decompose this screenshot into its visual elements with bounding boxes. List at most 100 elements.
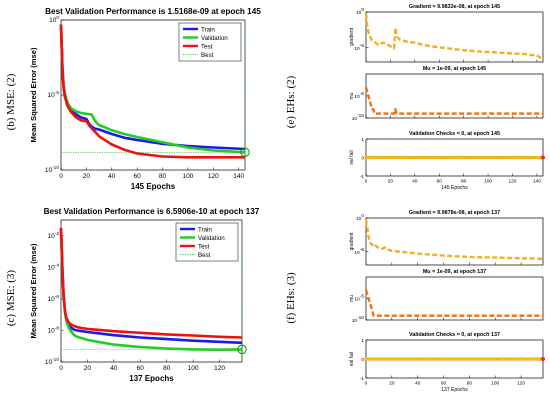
y-tick-label: 100 <box>49 15 59 24</box>
y-tick-label: 10-5 <box>354 247 364 256</box>
y-axis-label: val fail <box>349 150 355 164</box>
x-tick-label: 40 <box>108 173 116 180</box>
side-label-e: (e) EHs: (2) <box>285 75 297 128</box>
y-tick-label-exp: 0 <box>361 7 364 13</box>
y-tick-label: 10-4 <box>48 263 60 272</box>
x-tick-label: 0 <box>365 381 368 387</box>
legend-label-train: Train <box>198 226 212 233</box>
axes-box <box>365 73 544 119</box>
y-tick-label: -1 <box>360 376 365 382</box>
performance-chart-3: Best Validation Performance is 6.5906e-1… <box>29 207 260 383</box>
x-tick-label: 120 <box>208 173 219 180</box>
legend-label-train: Train <box>201 26 215 33</box>
x-tick-label: 40 <box>415 381 421 387</box>
y-axis-label: mu <box>349 295 355 302</box>
series-line <box>364 289 543 317</box>
y-tick-label: 0 <box>361 357 364 363</box>
y-tick-label: 10-5 <box>354 294 364 303</box>
x-tick-label: 140 <box>533 179 541 185</box>
y-tick-label-exp: -5 <box>55 90 60 96</box>
x-tick-label: 20 <box>388 179 394 185</box>
y-tick-label-base: 10 <box>356 216 362 222</box>
series-line <box>364 86 543 115</box>
chart-title: Gradient = 9.9833e-08, at epoch 145 <box>409 4 500 10</box>
x-tick-label: 120 <box>517 381 525 387</box>
y-tick-label: 10-5 <box>354 43 364 52</box>
y-tick-label-base: 10 <box>354 297 360 303</box>
y-tick-label-exp: -5 <box>360 294 365 300</box>
x-tick-label: 100 <box>484 179 492 185</box>
y-tick-label: 10-2 <box>48 231 60 240</box>
y-tick-label: 100 <box>356 213 364 222</box>
y-tick-label-exp: -2 <box>55 231 60 237</box>
y-tick-label-base: 10 <box>48 92 56 99</box>
y-tick-label: 10-10 <box>45 357 59 366</box>
legend-label-best: Best <box>201 52 214 59</box>
y-tick-label-base: 10 <box>48 265 56 272</box>
y-tick-label: 10-5 <box>354 91 364 100</box>
performance-chart-2: Best Validation Performance is 1.5168e-0… <box>29 7 261 191</box>
x-tick-label: 140 <box>233 173 244 180</box>
y-tick-label-exp: -10 <box>52 357 59 363</box>
validation-checks-chart-2: Validation Checks = 0, at epoch 145 0 20 40… <box>349 131 546 191</box>
y-axis-label: Mean Squared Error (mse) <box>29 243 38 338</box>
y-tick-label-exp: -5 <box>360 43 365 49</box>
x-tick-label: 80 <box>461 179 467 185</box>
x-tick-label: 60 <box>137 365 145 372</box>
best-point-marker <box>237 344 247 355</box>
x-tick-label: 0 <box>59 365 63 372</box>
side-label-c: (c) MSE: (3) <box>5 270 17 327</box>
y-tick-label: 1 <box>361 338 364 344</box>
y-tick-label-exp: -10 <box>357 315 364 321</box>
y-tick-label: 0 <box>361 155 364 161</box>
y-tick-label: 10-10 <box>352 315 365 324</box>
y-tick-label-exp: -4 <box>55 263 60 269</box>
legend-label-test: Test <box>198 243 210 250</box>
series-line-test <box>59 227 243 339</box>
y-axis-label: val fail <box>349 352 355 366</box>
y-tick-label: 10-6 <box>48 294 60 303</box>
y-tick-label: 10-8 <box>48 326 60 335</box>
x-tick-label: 0 <box>365 179 368 185</box>
y-tick-label-base: 10 <box>48 328 56 335</box>
chart-title: Best Validation Performance is 6.5906e-1… <box>44 207 260 216</box>
series-line <box>364 13 544 61</box>
y-tick-label-base: 10 <box>48 233 56 240</box>
y-tick-label-base: 10 <box>352 116 358 122</box>
y-tick-label-base: 10 <box>48 296 56 303</box>
data-point-last <box>541 155 546 160</box>
x-tick-label: 60 <box>134 173 142 180</box>
x-tick-label: 60 <box>441 381 447 387</box>
x-tick-label: 40 <box>412 179 418 185</box>
side-label-b: (b) MSE: (2) <box>5 73 17 130</box>
x-tick-label: 0 <box>59 173 63 180</box>
x-tick-label: 20 <box>84 365 92 372</box>
y-tick-label-base: 10 <box>354 94 360 100</box>
chart-title: Gradient = 9.9878e-08, at epoch 137 <box>409 210 500 216</box>
legend-label-best: Best <box>198 252 211 259</box>
chart-title: Validation Checks = 0, at epoch 145 <box>409 131 500 137</box>
series-line-test <box>59 24 245 159</box>
side-label-f: (f) EHs: (3) <box>285 272 297 324</box>
y-tick-label-base: 10 <box>354 46 360 52</box>
y-tick-label-exp: -10 <box>52 165 59 171</box>
chart-title: Mu = 1e-09, at epoch 145 <box>423 66 486 72</box>
x-tick-label: 120 <box>214 365 225 372</box>
x-tick-label: 100 <box>491 381 499 387</box>
y-axis-label: Mean Squared Error (mse) <box>29 47 38 142</box>
chart-title: Mu = 1e-09, at epoch 137 <box>423 269 486 275</box>
axes-box <box>365 217 544 266</box>
x-tick-label: 120 <box>508 179 516 185</box>
x-axis-label: 137 Epochs <box>441 387 468 393</box>
x-axis-label: 137 Epochs <box>129 374 174 383</box>
y-axis-label: gradient <box>349 27 355 46</box>
y-tick-label-exp: -6 <box>55 294 60 300</box>
x-tick-label: 80 <box>163 365 171 372</box>
legend-label-validation: Validation <box>201 35 228 42</box>
y-tick-label-exp: -5 <box>360 91 365 97</box>
